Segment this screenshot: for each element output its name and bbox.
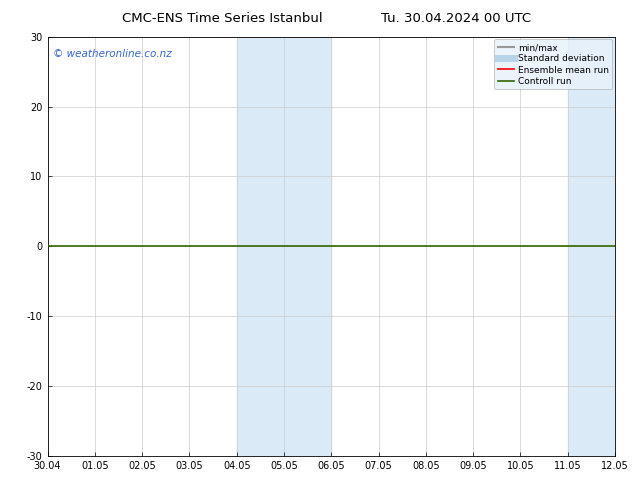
- Legend: min/max, Standard deviation, Ensemble mean run, Controll run: min/max, Standard deviation, Ensemble me…: [494, 40, 612, 90]
- Text: Tu. 30.04.2024 00 UTC: Tu. 30.04.2024 00 UTC: [382, 12, 531, 25]
- Bar: [567, 37, 615, 456]
- Text: CMC-ENS Time Series Istanbul: CMC-ENS Time Series Istanbul: [122, 12, 322, 25]
- Bar: [236, 37, 331, 456]
- Text: © weatheronline.co.nz: © weatheronline.co.nz: [53, 49, 172, 59]
